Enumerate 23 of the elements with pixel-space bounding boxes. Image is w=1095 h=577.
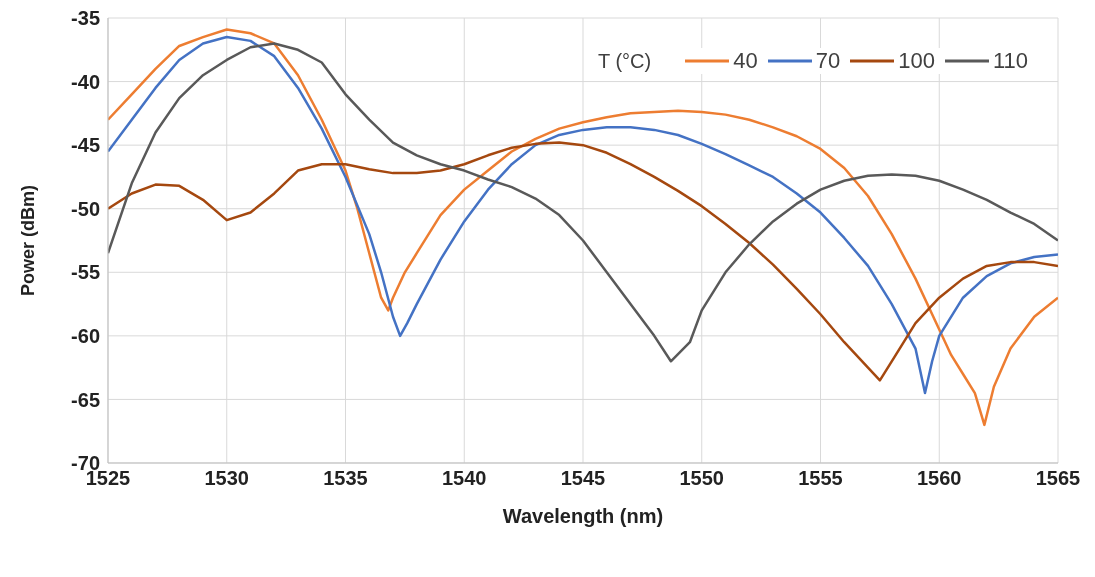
x-tick-label: 1560	[917, 467, 962, 490]
x-tick-label: 1545	[560, 467, 606, 490]
x-tick-label: 1540	[442, 467, 487, 490]
legend-title: T (°C)	[598, 49, 652, 73]
x-tick-label: 1550	[679, 467, 724, 490]
x-tick-label: 1530	[204, 467, 249, 490]
y-tick-label: -60	[71, 324, 100, 347]
x-axis-title: Wavelength (nm)	[502, 505, 664, 527]
legend-label: 100	[898, 48, 935, 74]
x-tick-label: 1565	[1035, 467, 1081, 490]
y-tick-label: -50	[71, 197, 100, 220]
y-tick-label: -55	[71, 261, 100, 284]
y-tick-label: -40	[71, 70, 100, 93]
legend-label: 70	[815, 48, 841, 74]
y-tick-label: -35	[71, 7, 100, 30]
line-series	[108, 141, 1058, 382]
legend-label: 110	[992, 48, 1028, 74]
x-tick-label: 1555	[798, 467, 843, 490]
y-axis-title: Power (dBm)	[18, 184, 39, 297]
y-tick-label: -65	[71, 388, 100, 411]
y-tick-label: -45	[71, 134, 100, 157]
legend-label: 40	[733, 48, 758, 74]
x-tick-label: 1535	[323, 467, 368, 490]
